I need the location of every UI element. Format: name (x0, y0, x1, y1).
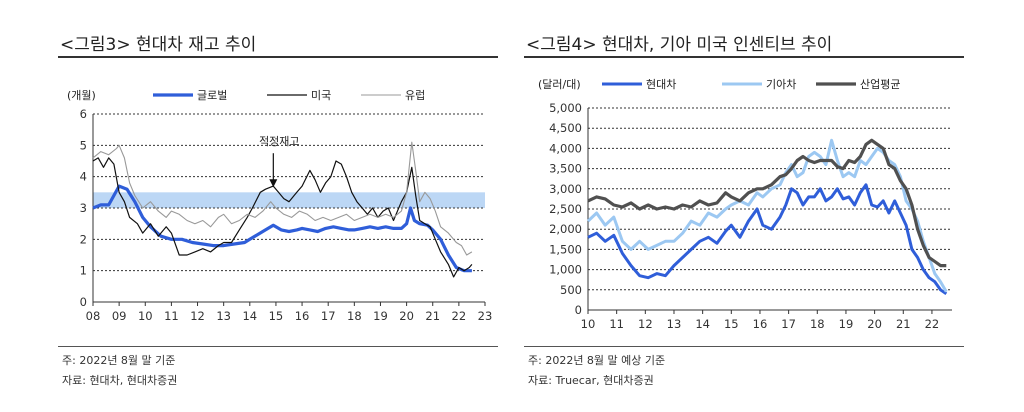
figure-3-title: <그림3> 현대차 재고 추이 (60, 35, 257, 55)
fig4-y-tick-label: 1,500 (549, 242, 582, 256)
fig4-legend-label-2: 기아차 (766, 78, 796, 91)
fig4-y-tick-label: 3,000 (549, 182, 582, 196)
fig3-x-tick-label: 16 (295, 309, 310, 323)
fig4-x-tick-label: 19 (839, 317, 854, 331)
figure-4-note: 주: 2022년 8월 말 예상 기준 (528, 354, 666, 367)
fig4-x-tick-label: 20 (867, 317, 882, 331)
fig3-y-tick-label: 0 (80, 295, 87, 309)
fig3-x-tick-label: 13 (216, 309, 231, 323)
fig4-y-tick-label: 4,000 (549, 141, 582, 155)
figure-4-title: <그림4> 현대차, 기아 미국 인센티브 추이 (526, 35, 833, 55)
fig3-unit-label: (개월) (67, 89, 96, 102)
figure-3-footer-rule (58, 346, 498, 347)
fig4-y-tick-label: 3,500 (549, 162, 582, 176)
fig3-x-tick-label: 20 (399, 309, 414, 323)
fig4-series-line-3 (587, 138, 947, 268)
fig4-y-tick-label: 0 (575, 303, 582, 317)
fig4-y-tick-label: 2,000 (549, 222, 582, 236)
figure-3-title-rule (58, 56, 498, 58)
fig3-x-tick-label: 18 (347, 309, 362, 323)
fig3-x-tick-label: 22 (452, 309, 467, 323)
fig3-x-tick-label: 14 (242, 309, 257, 323)
fig4-unit-label: (달러/대) (538, 78, 581, 91)
fig4-y-tick-label: 1,000 (549, 263, 582, 277)
fig4-x-tick-label: 18 (810, 317, 825, 331)
fig3-y-tick-label: 5 (80, 138, 87, 152)
fig3-y-tick-label: 3 (80, 201, 87, 215)
fig3-x-tick-label: 11 (164, 309, 179, 323)
fig3-x-tick-label: 09 (112, 309, 127, 323)
fig3-x-tick-label: 23 (478, 309, 493, 323)
fig3-series-line-1 (92, 184, 472, 273)
fig4-y-tick-label: 5,000 (549, 101, 582, 115)
figure-3-note: 주: 2022년 8월 말 기준 (62, 354, 176, 367)
fig4-x-tick-label: 16 (753, 317, 768, 331)
fig3-y-tick-label: 2 (80, 232, 87, 246)
fig3-legend-label-3: 유럽 (405, 88, 425, 102)
fig4-y-tick-label: 500 (560, 283, 582, 297)
fig3-x-tick-label: 19 (373, 309, 388, 323)
fig4-x-tick-label: 11 (609, 317, 624, 331)
figure-4-title-rule (524, 56, 964, 58)
fig4-x-tick-label: 22 (925, 317, 940, 331)
fig3-x-tick-label: 15 (269, 309, 284, 323)
fig3-y-tick-label: 4 (80, 170, 87, 184)
fig4-x-tick-label: 21 (896, 317, 911, 331)
fig4-x-tick-label: 14 (695, 317, 710, 331)
fig3-x-tick-label: 17 (321, 309, 336, 323)
fig4-legend-label-3: 산업평균 (860, 78, 900, 91)
fig3-target-band (93, 192, 485, 208)
fig4-series-line-1 (587, 183, 948, 296)
figure-4-chart: 0 500 1,000 1,500 2,000 2,500 3,000 3,500 4,000 4… (538, 78, 952, 331)
fig3-annotation-arrowhead (269, 179, 278, 188)
figure-4-panel: <그림4> 현대차, 기아 미국 인센티브 추이 0 500 1,000 1,500 2… (512, 0, 1024, 412)
fig4-x-tick-label: 13 (667, 317, 682, 331)
fig3-series-line-3 (92, 141, 473, 256)
fig3-legend-label-2: 미국 (311, 89, 331, 102)
fig3-y-tick-label: 1 (80, 264, 87, 278)
fig3-x-tick-label: 12 (190, 309, 205, 323)
fig3-series-line-2 (92, 157, 473, 278)
fig3-x-tick-label: 08 (86, 309, 101, 323)
fig4-x-tick-label: 15 (724, 317, 739, 331)
fig4-y-tick-label: 2,500 (549, 202, 582, 216)
figure-3-panel: <그림3> 현대차 재고 추이 0 1 2 3 4 5 6 08 09 10 11 12 13 14 15 1… (58, 35, 498, 387)
figure-4-footer-rule (524, 346, 964, 347)
fig4-y-tick-label: 4,500 (549, 121, 582, 135)
fig3-x-tick-label: 10 (138, 309, 153, 323)
fig3-legend-label-1: 글로벌 (197, 89, 227, 102)
fig3-annotation-label: 적정재고 (259, 135, 299, 148)
fig4-x-tick-label: 17 (781, 317, 796, 331)
fig4-x-tick-label: 12 (638, 317, 653, 331)
figure-4-source: 자료: Truecar, 현대차증권 (528, 374, 654, 387)
fig3-x-tick-label: 21 (425, 309, 440, 323)
fig4-legend-label-1: 현대차 (646, 78, 676, 91)
fig4-x-tick-label: 10 (581, 317, 596, 331)
fig3-y-tick-label: 6 (80, 107, 87, 121)
fig4-series-line-2 (586, 138, 948, 293)
figure-3-source: 자료: 현대차, 현대차증권 (62, 374, 178, 387)
